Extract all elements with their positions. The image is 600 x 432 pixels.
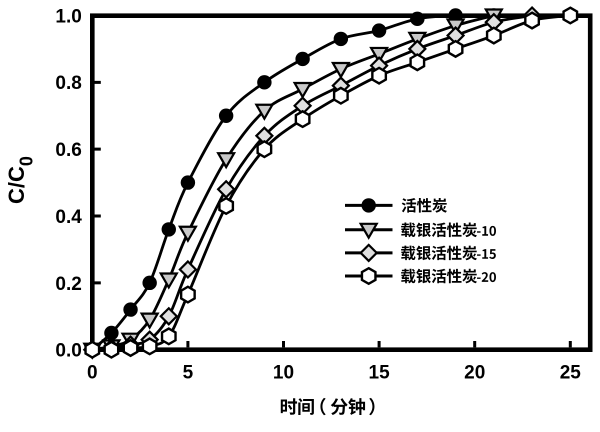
svg-text:15: 15 xyxy=(369,362,391,383)
svg-text:5: 5 xyxy=(183,362,194,383)
svg-text:0.2: 0.2 xyxy=(55,274,81,295)
svg-text:25: 25 xyxy=(560,362,582,383)
svg-text:10: 10 xyxy=(273,362,294,383)
svg-text:0.6: 0.6 xyxy=(55,140,81,161)
svg-text:1.0: 1.0 xyxy=(55,6,81,27)
svg-text:0.0: 0.0 xyxy=(55,341,81,362)
svg-text:0.4: 0.4 xyxy=(55,207,82,228)
svg-text:20: 20 xyxy=(464,362,485,383)
svg-text:0: 0 xyxy=(87,362,98,383)
svg-text:0.8: 0.8 xyxy=(55,73,81,94)
